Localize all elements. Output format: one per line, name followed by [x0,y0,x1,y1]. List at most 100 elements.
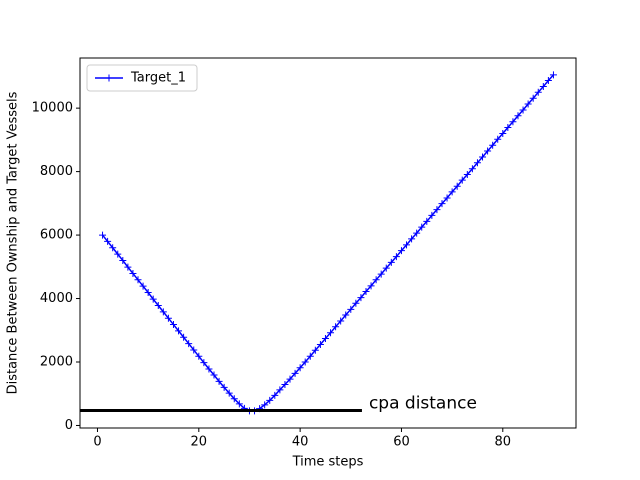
marker [524,100,532,108]
marker [195,352,203,360]
legend-marker [105,74,113,82]
marker [519,106,527,114]
marker [129,269,137,277]
marker [327,329,335,337]
marker [448,188,456,196]
marker [266,396,274,404]
marker [514,112,522,120]
marker [296,364,304,372]
marker [372,276,380,284]
marker [549,71,557,79]
axes-frame [79,57,577,429]
marker [316,341,324,349]
marker [484,147,492,155]
marker [159,308,167,316]
marker [109,244,117,252]
marker [337,317,345,325]
marker [104,237,112,245]
marker [311,346,319,354]
marker [276,386,284,394]
marker [185,340,193,348]
marker [180,333,188,341]
marker [418,223,426,231]
marker [154,302,162,310]
marker [473,159,481,167]
y-tick-label: 2000 [40,354,73,369]
marker [438,200,446,208]
marker [200,359,208,367]
marker [342,311,350,319]
marker [332,323,340,331]
y-tick-label: 10000 [32,101,73,116]
marker [164,314,172,322]
marker [413,229,421,237]
marker [504,123,512,131]
marker [271,391,279,399]
x-axis-label: Time steps [292,455,364,470]
marker [544,77,552,85]
marker [494,135,502,143]
y-tick-label: 8000 [40,164,73,179]
x-tick-label: 20 [191,435,208,450]
marker [230,395,238,403]
y-tick-label: 0 [65,418,73,433]
marker [139,282,147,290]
marker [352,299,360,307]
marker [235,400,243,408]
marker [321,335,329,343]
marker [175,327,183,335]
marker [205,365,213,373]
marker [397,247,405,255]
marker [357,294,365,302]
y-tick-label: 6000 [40,228,73,243]
marker [529,94,537,102]
marker [428,211,436,219]
marker [509,118,517,126]
marker [423,217,431,225]
marker [433,206,441,214]
marker [453,182,461,190]
marker [367,282,375,290]
marker [99,231,107,239]
marker [347,305,355,313]
marker [468,165,476,173]
marker [220,383,228,391]
marker [124,263,132,271]
y-axis-label: Distance Between Ownship and Target Vess… [6,91,21,394]
marker [190,346,198,354]
marker [458,176,466,184]
marker [392,253,400,261]
marker [149,295,157,303]
x-tick-label: 0 [93,435,101,450]
marker [281,381,289,389]
legend-label: Target_1 [130,71,186,86]
marker [215,377,223,385]
series-line [101,74,555,412]
y-tick-label: 4000 [40,291,73,306]
marker [134,276,142,284]
marker [261,401,269,409]
marker [114,250,122,258]
marker [387,258,395,266]
marker [463,170,471,178]
marker [306,352,314,360]
marker [144,289,152,297]
marker [489,141,497,149]
legend-box [86,64,198,92]
marker [225,389,233,397]
x-tick-label: 60 [393,435,410,450]
marker [169,321,177,329]
marker [534,88,542,96]
marker [382,264,390,272]
marker [499,130,507,138]
x-tick-label: 80 [495,435,512,450]
marker [408,235,416,243]
marker [403,241,411,249]
marker [362,288,370,296]
annotation: cpa distance [369,394,477,414]
marker [443,194,451,202]
marker [539,83,547,91]
marker [210,371,218,379]
marker [286,375,294,383]
